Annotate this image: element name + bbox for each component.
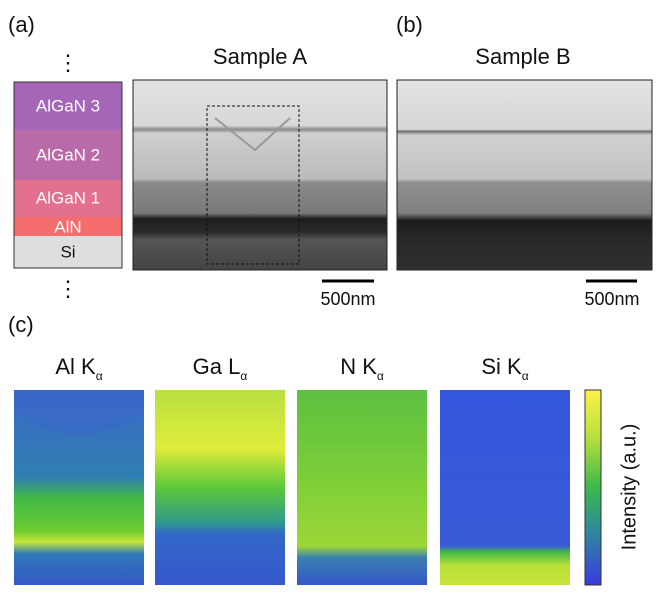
layer-label: AlGaN 1 bbox=[36, 188, 100, 207]
map-title: Si Kα bbox=[481, 354, 528, 383]
tem-image bbox=[132, 79, 388, 271]
roi-box bbox=[206, 105, 300, 265]
scale-label: 500nm bbox=[320, 289, 375, 309]
ellipsis: ⋮ bbox=[57, 50, 79, 75]
eds-map bbox=[297, 390, 427, 585]
layer bbox=[14, 130, 122, 180]
panel-title: Sample B bbox=[475, 44, 570, 69]
element: Ga L bbox=[193, 354, 241, 379]
layer-label: AlGaN 2 bbox=[36, 145, 100, 164]
panel-label: (a) bbox=[8, 12, 35, 37]
map-title: Ga Lα bbox=[193, 354, 248, 383]
layer-label: AlN bbox=[54, 217, 81, 236]
eds-map bbox=[155, 390, 285, 585]
v-pit bbox=[214, 117, 291, 152]
layer-label: AlGaN 3 bbox=[36, 96, 100, 115]
element: N K bbox=[340, 354, 377, 379]
eds-map bbox=[440, 390, 570, 585]
subscript: α bbox=[522, 369, 529, 383]
layer-label: Si bbox=[60, 242, 75, 261]
eds-map bbox=[14, 390, 144, 585]
scale-label: 500nm bbox=[584, 289, 639, 309]
colorbar-label: Intensity (a.u.) bbox=[618, 424, 640, 551]
tem-image bbox=[396, 79, 653, 271]
subscript: α bbox=[377, 369, 384, 383]
ellipsis: ⋮ bbox=[57, 276, 79, 301]
element: Al K bbox=[55, 354, 96, 379]
layer bbox=[14, 82, 122, 130]
subscript: α bbox=[96, 369, 103, 383]
layer bbox=[14, 217, 122, 236]
colorbar bbox=[584, 389, 602, 586]
map-title: N Kα bbox=[340, 354, 384, 383]
layer bbox=[14, 236, 122, 268]
element: Si K bbox=[481, 354, 522, 379]
panel-label: (c) bbox=[8, 312, 34, 337]
panel-label: (b) bbox=[396, 12, 423, 37]
layer bbox=[14, 180, 122, 217]
map-feature bbox=[14, 390, 144, 435]
stack-border bbox=[13, 81, 123, 269]
panel-title: Sample A bbox=[213, 44, 307, 69]
subscript: α bbox=[240, 369, 247, 383]
map-title: Al Kα bbox=[55, 354, 102, 383]
